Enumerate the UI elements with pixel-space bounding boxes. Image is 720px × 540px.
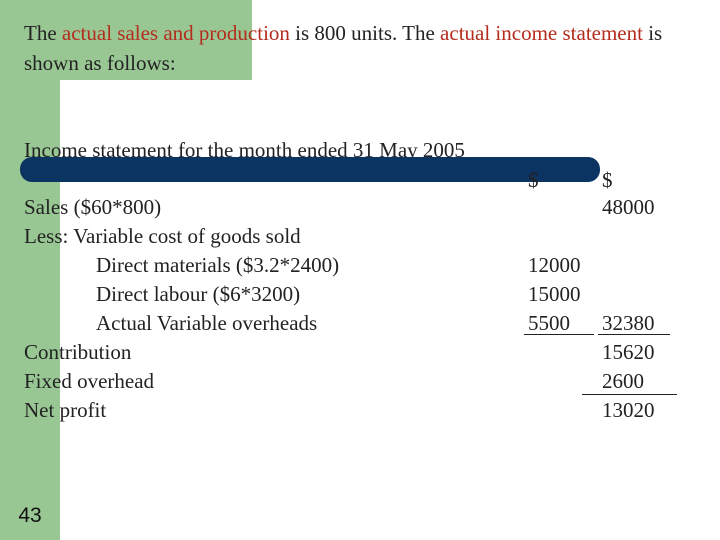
row-value-1: 15000 [528, 282, 581, 306]
row-label: Less: Variable cost of goods sold [24, 224, 301, 248]
table-row: Sales ($60*800) 48000 [24, 193, 704, 222]
row-value-2: 15620 [602, 340, 655, 364]
column-1-header: $ [528, 168, 539, 192]
row-label: Net profit [24, 398, 107, 422]
table-row: Actual Variable overheads 5500 32380 [24, 309, 704, 338]
subtotal-rule-2 [598, 334, 670, 335]
row-label: Direct labour ($6*3200) [96, 282, 301, 306]
intro-text-3: is shown as follows: [24, 21, 663, 75]
table-row: Fixed overhead 2600 [24, 367, 704, 396]
table-row: Contribution 15620 [24, 338, 704, 367]
table-row: Less: Variable cost of goods sold [24, 222, 704, 251]
intro-paragraph: The actual sales and production is 800 u… [24, 18, 684, 78]
left-decor-band [0, 0, 60, 540]
intro-text-1: The [24, 21, 62, 45]
row-label: Direct materials ($3.2*2400) [96, 253, 340, 277]
top-decor-band [0, 0, 252, 80]
total-rule [582, 394, 677, 395]
row-value-2: 48000 [602, 195, 655, 219]
intro-highlight-2: actual income statement [440, 21, 643, 45]
row-label: Actual Variable overheads [96, 311, 318, 335]
row-value-2: 2600 [602, 369, 644, 393]
table-row: Direct labour ($6*3200) 15000 [24, 280, 704, 309]
row-label: Contribution [24, 340, 132, 364]
content-panel [60, 80, 720, 540]
table-row: Net profit 13020 [24, 396, 704, 425]
row-label: Fixed overhead [24, 369, 155, 393]
row-value-1: 12000 [528, 253, 581, 277]
title-underline-bar [20, 157, 600, 182]
row-value-2: 32380 [602, 311, 655, 335]
row-value-2: 13020 [602, 398, 655, 422]
intro-text-2: is 800 units. The [289, 21, 441, 45]
intro-highlight-1: actual sales and production [61, 21, 290, 45]
table-row: Direct materials ($3.2*2400) 12000 [24, 251, 704, 280]
subtotal-rule-1 [524, 334, 594, 335]
page-number: 43 [18, 504, 42, 527]
column-2-header: $ [602, 168, 613, 192]
row-label: Sales ($60*800) [24, 195, 162, 219]
row-value-1: 5500 [528, 311, 570, 335]
